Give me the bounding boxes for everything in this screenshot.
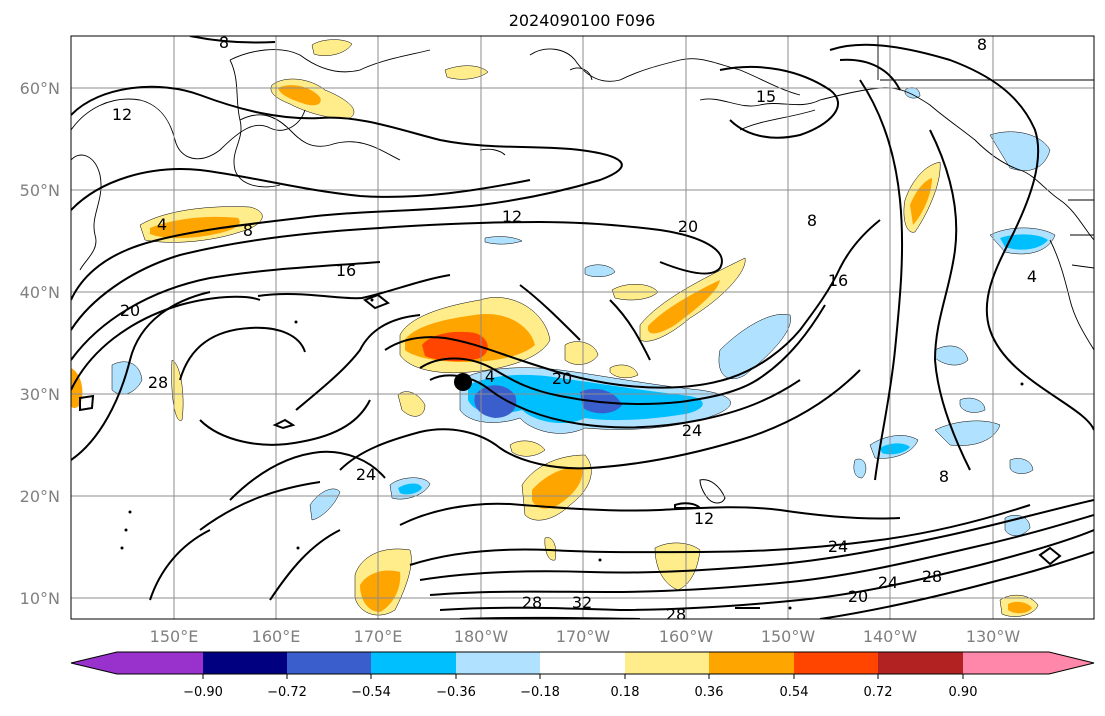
contour-label: 8 [977,35,987,54]
islands [120,298,1024,610]
map-panel: 8 12 4 8 12 20 8 16 16 20 28 4 20 24 24 … [71,33,1094,624]
contour-label: 8 [939,467,949,486]
colorbar-low-extend [71,652,117,674]
contour-label: 4 [485,367,495,386]
contour-label: 20 [678,217,698,236]
colorbar-tick-label: −0.36 [436,685,476,700]
contour-labels: 8 12 4 8 12 20 8 16 16 20 28 4 20 24 24 … [112,33,1037,624]
contour-label: 28 [522,593,542,612]
hawaii-islands [699,479,726,504]
colorbar-swatch [625,652,709,674]
colorbar-outline [70,651,1095,675]
latitude-labels: 60°N 50°N 40°N 30°N 20°N 10°N [20,79,60,608]
lon-tick-label: 130°W [966,627,1021,646]
contour-label: 12 [112,105,132,124]
contour-label: 24 [356,465,376,484]
map-frame [70,35,1095,620]
contour-label: 16 [336,261,356,280]
colorbar-swatch [963,652,1049,674]
lon-tick-label: 160°W [659,627,714,646]
warm-shading [71,39,1039,617]
contour-label: 4 [157,215,167,234]
contour-label: 28 [148,373,168,392]
lat-tick-label: 40°N [20,283,60,302]
colorbar-swatch [371,652,456,674]
colorbar-tick-label: −0.18 [520,685,560,700]
colorbar-tick-label: 0.36 [695,685,724,700]
colorbar-tick-label: −0.90 [183,685,223,700]
lat-tick-label: 10°N [20,589,60,608]
contour-label: 32 [572,593,592,612]
colorbar-tick-label: −0.72 [267,685,307,700]
contour-label: 20 [848,587,868,606]
lon-tick-label: 170°E [354,627,403,646]
lon-tick-label: 180°W [454,627,509,646]
colorbar-swatch [456,652,540,674]
colorbar-high-extend [1049,652,1094,674]
contour-label: 12 [694,509,714,528]
longitude-labels: 150°E 160°E 170°E 180°W 170°W 160°W 150°… [150,627,1021,646]
lat-tick-label: 50°N [20,181,60,200]
contour-label: 8 [807,211,817,230]
lon-tick-label: 150°E [150,627,199,646]
contour-label: 4 [1027,267,1037,286]
height-contours [71,36,1094,619]
colorbar-tick-label: 0.90 [949,685,978,700]
lon-tick-label: 150°W [761,627,816,646]
colorbar-swatch [203,652,287,674]
colorbar-swatch [540,652,625,674]
contour-label: 8 [219,33,229,52]
contour-label: 24 [878,573,898,592]
lat-tick-label: 30°N [20,385,60,404]
colorbar-swatch [287,652,371,674]
contour-label: 24 [682,421,702,440]
contour-label: 28 [666,605,686,624]
map-title: 2024090100 F096 [509,11,656,30]
colorbar-swatch [117,652,203,674]
lat-tick-label: 60°N [20,79,60,98]
contour-label: 28 [922,567,942,586]
lat-tick-label: 20°N [20,487,60,506]
contour-label: 20 [120,301,140,320]
colorbar-tick-label: 0.72 [864,685,893,700]
contour-label: 15 [756,87,776,106]
colorbar-swatch [794,652,878,674]
gridlines [71,36,1094,619]
point-marker [454,373,472,391]
coastlines [71,36,1094,351]
colorbar-swatch [878,652,963,674]
contour-label: 12 [502,207,522,226]
colorbar-tick-label: −0.54 [351,685,391,700]
lon-tick-label: 170°W [556,627,611,646]
contour-label: 20 [552,369,572,388]
colorbar-swatch [709,652,794,674]
colorbar-tick-label: 0.54 [780,685,809,700]
colorbar-tick-label: 0.18 [611,685,640,700]
lon-tick-label: 140°W [863,627,918,646]
lon-tick-label: 160°E [252,627,301,646]
contour-label: 24 [828,537,848,556]
colorbar: −0.90 −0.72 −0.54 −0.36 −0.18 0.18 0.36 … [70,651,1095,700]
contour-label: 8 [243,221,253,240]
contour-label: 16 [828,271,848,290]
